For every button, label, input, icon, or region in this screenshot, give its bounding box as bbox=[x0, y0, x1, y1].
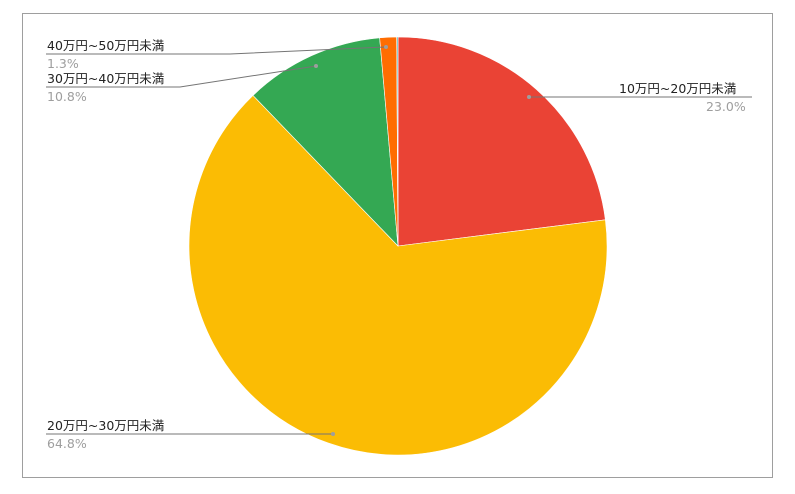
slice-pct-40-50: 1.3% bbox=[47, 56, 79, 71]
leader-dot bbox=[331, 432, 335, 436]
leader-line-40-50 bbox=[46, 46, 387, 55]
slice-pct-20-30: 64.8% bbox=[47, 436, 87, 451]
leader-line-30-40 bbox=[46, 65, 317, 88]
slice-label-20-30: 20万円~30万円未満 bbox=[47, 418, 165, 433]
pie-slice-0 bbox=[397, 36, 606, 247]
leader-dot bbox=[384, 45, 388, 49]
leader-dot bbox=[527, 95, 531, 99]
slice-label-30-40: 30万円~40万円未満 bbox=[47, 71, 165, 86]
slice-label-10-20: 10万円~20万円未満 bbox=[619, 81, 737, 96]
slice-pct-10-20: 23.0% bbox=[706, 99, 746, 114]
chart-frame bbox=[22, 13, 773, 478]
pie-slice-2 bbox=[252, 37, 399, 247]
slice-label-40-50: 40万円~50万円未満 bbox=[47, 38, 165, 53]
slice-pct-30-40: 10.8% bbox=[47, 89, 87, 104]
leader-dot bbox=[314, 64, 318, 68]
pie-slice-1 bbox=[188, 95, 608, 456]
pie-slice-4 bbox=[396, 36, 399, 247]
leader-lines bbox=[46, 46, 752, 435]
